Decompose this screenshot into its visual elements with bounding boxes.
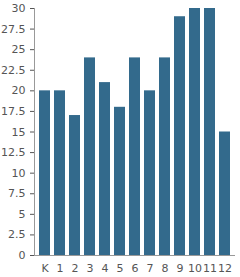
svg-text:10: 10: [188, 262, 202, 275]
svg-text:0: 0: [19, 249, 26, 262]
svg-text:7.5: 7.5: [8, 187, 26, 200]
svg-text:30: 30: [12, 2, 26, 15]
svg-text:27.5: 27.5: [1, 23, 26, 36]
svg-text:3: 3: [87, 262, 94, 275]
svg-text:5: 5: [117, 262, 124, 275]
svg-text:10: 10: [12, 167, 26, 180]
svg-text:7: 7: [147, 262, 154, 275]
svg-text:11: 11: [203, 262, 217, 275]
svg-text:4: 4: [102, 262, 109, 275]
svg-text:2: 2: [72, 262, 79, 275]
svg-text:1: 1: [57, 262, 64, 275]
svg-text:12.5: 12.5: [1, 146, 26, 159]
svg-text:2.5: 2.5: [8, 228, 26, 241]
svg-text:22.5: 22.5: [1, 64, 26, 77]
svg-text:20: 20: [12, 84, 26, 97]
svg-text:5: 5: [19, 208, 26, 221]
svg-text:15: 15: [12, 126, 26, 139]
svg-text:K: K: [41, 262, 49, 275]
svg-text:25: 25: [12, 43, 26, 56]
svg-text:17.5: 17.5: [1, 105, 26, 118]
svg-text:6: 6: [132, 262, 139, 275]
svg-text:9: 9: [177, 262, 184, 275]
svg-text:12: 12: [218, 262, 232, 275]
svg-text:8: 8: [162, 262, 169, 275]
